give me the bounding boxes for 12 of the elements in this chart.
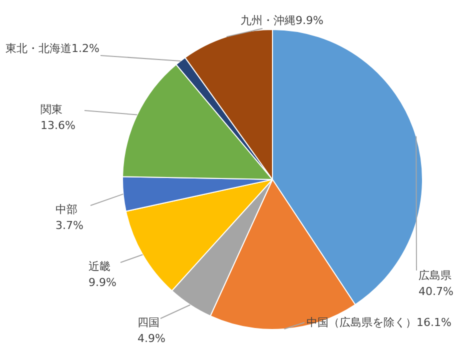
data-label: 9.9%	[88, 276, 116, 290]
slice-label: 九州・沖縄9.9%	[240, 14, 324, 27]
slice-label: 東北・北海道1.2%	[6, 42, 100, 55]
data-label: 13.6%	[40, 119, 76, 132]
slice-label: 関東	[40, 102, 62, 116]
slice-label: 近畿	[88, 260, 110, 273]
slice-label: 四国	[138, 316, 160, 329]
data-label: 3.7%	[56, 219, 84, 232]
data-label: 40.7%	[418, 285, 454, 298]
data-label: 4.9%	[138, 332, 166, 346]
slice-label: 中部	[56, 202, 78, 216]
slice-label: 広島県	[418, 268, 452, 282]
